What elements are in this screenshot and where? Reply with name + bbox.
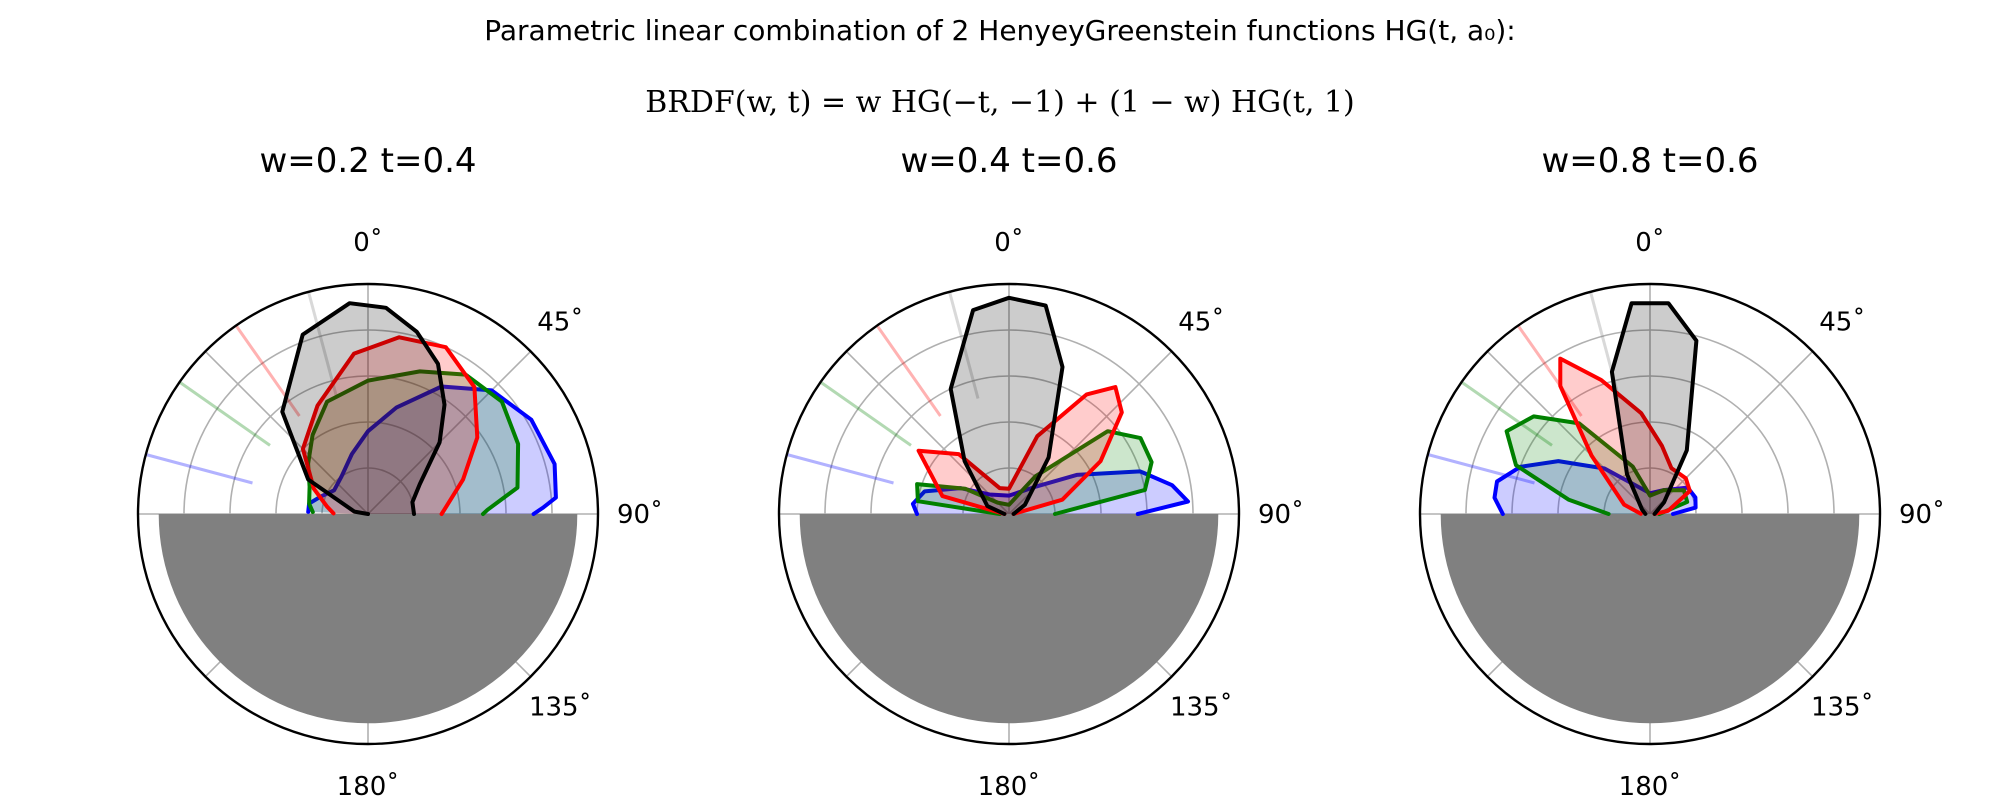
figure-title: Parametric linear combination of 2 Henye… [484, 14, 1516, 47]
angular-gridline [204, 350, 369, 515]
theta-tick-label: 0˚ [1635, 228, 1665, 258]
series-line [916, 385, 1124, 516]
series-line [300, 335, 480, 516]
polar-frame [777, 282, 1241, 746]
series-fill [282, 303, 445, 514]
series-line [948, 295, 1065, 516]
polar-axes-3: w=0.8 t=0.6 0˚ 45˚ 90˚ 135˚ 180˚ [1418, 141, 1945, 800]
panel-title: w=0.2 t=0.4 [259, 141, 476, 181]
theta-tick-label: 45˚ [1819, 308, 1865, 338]
figure-equation: BRDF(w, t) = w HG(−t, −1) + (1 − w) HG(t… [645, 85, 1354, 120]
series-line [306, 384, 558, 516]
theta-tick-label: 135˚ [1170, 692, 1233, 722]
theta-tick-label: 90˚ [1258, 500, 1304, 530]
polar-frame [1418, 282, 1882, 746]
series-line [306, 369, 521, 516]
incident-direction-line [1516, 324, 1583, 417]
panel-title: w=0.4 t=0.6 [900, 141, 1117, 181]
series-fill [912, 471, 1188, 514]
theta-tick-label: 180˚ [337, 772, 400, 800]
angular-gridline [845, 350, 1010, 515]
theta-tick-label: 90˚ [617, 500, 663, 530]
series-fill [918, 387, 1122, 514]
series-fill [1494, 461, 1696, 514]
angular-gridline [367, 350, 532, 515]
panel-title: w=0.8 t=0.6 [1541, 141, 1758, 181]
series-fill [308, 371, 519, 514]
series-line [1558, 356, 1692, 516]
theta-tick-label: 180˚ [1619, 772, 1682, 800]
incident-direction-line [819, 380, 912, 447]
series-line [1609, 301, 1699, 516]
series-line [915, 429, 1154, 516]
series-fill [1560, 358, 1690, 514]
ground-region [1440, 514, 1860, 724]
incident-direction-line [234, 324, 301, 417]
series-line [1492, 459, 1698, 516]
incident-direction-line [786, 453, 894, 485]
incident-direction-line [875, 324, 942, 417]
polar-panels: w=0.2 t=0.4 0˚ 45˚ 90˚ 135˚ 180˚ w=0.4 t=0.6 0˚… [136, 141, 1945, 800]
ground-region [158, 514, 578, 724]
ground-region [799, 514, 1219, 724]
theta-tick-label: 45˚ [537, 308, 583, 338]
incident-direction-line [145, 453, 253, 485]
theta-tick-label: 180˚ [978, 772, 1041, 800]
polar-frame [136, 282, 600, 746]
series-fill [302, 337, 478, 514]
theta-tick-label: 0˚ [353, 228, 383, 258]
theta-tick-label: 0˚ [994, 228, 1024, 258]
series-line [280, 301, 447, 516]
series-fill [308, 386, 556, 514]
series-fill [950, 297, 1063, 514]
incident-direction-line [1427, 453, 1535, 485]
angular-gridline [1486, 350, 1651, 515]
theta-tick-label: 135˚ [1811, 692, 1874, 722]
theta-tick-label: 135˚ [529, 692, 592, 722]
theta-tick-label: 45˚ [1178, 308, 1224, 338]
incident-direction-line [1460, 380, 1553, 447]
series-fill [1611, 303, 1697, 514]
polar-axes-2: w=0.4 t=0.6 0˚ 45˚ 90˚ 135˚ 180˚ [777, 141, 1304, 800]
incident-direction-line [178, 380, 271, 447]
polar-axes-1: w=0.2 t=0.4 0˚ 45˚ 90˚ 135˚ 180˚ [136, 141, 663, 800]
series-line [1504, 414, 1690, 516]
incident-direction-line [307, 291, 339, 399]
theta-tick-label: 90˚ [1899, 500, 1945, 530]
